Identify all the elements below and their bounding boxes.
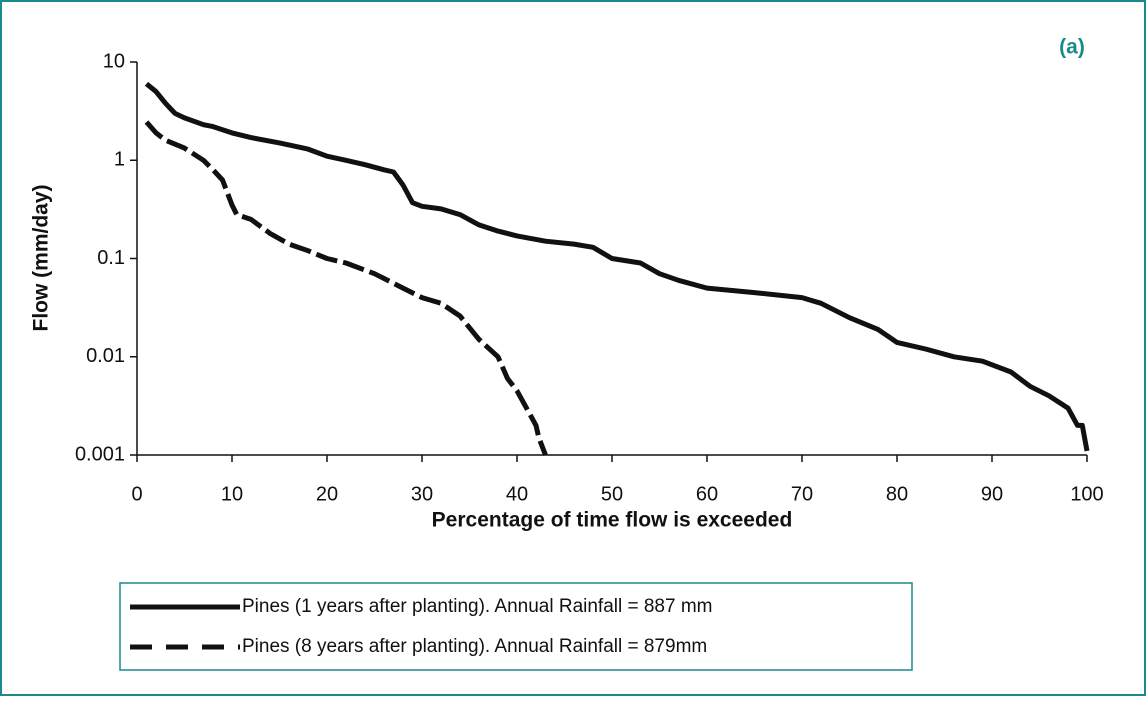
y-tick-label: 0.01 [86, 345, 125, 367]
annotation: (a) [1059, 36, 1085, 59]
x-tick-label: 10 [221, 483, 243, 505]
y-tick-label: 0.1 [97, 247, 125, 269]
x-tick-label: 30 [411, 483, 433, 505]
legend-label: Pines (1 years after planting). Annual R… [242, 596, 713, 617]
x-tick-label: 70 [791, 483, 813, 505]
x-tick-label: 90 [981, 483, 1003, 505]
x-tick-label: 20 [316, 483, 338, 505]
x-tick-label: 50 [601, 483, 623, 505]
x-tick-label: 80 [886, 483, 908, 505]
x-tick-label: 60 [696, 483, 718, 505]
x-tick-label: 100 [1070, 483, 1103, 505]
series-line [144, 120, 548, 456]
legend-box [119, 582, 913, 671]
x-axis-label: Percentage of time flow is exceeded [432, 509, 793, 532]
series-line [144, 81, 1090, 452]
x-tick-label: 40 [506, 483, 528, 505]
y-tick-label: 10 [103, 50, 125, 72]
y-tick-label: 1 [114, 149, 125, 171]
legend-label: Pines (8 years after planting). Annual R… [242, 636, 707, 657]
y-tick-label: 0.001 [75, 443, 125, 465]
y-axis-label: Flow (mm/day) [30, 184, 53, 331]
x-tick-label: 0 [131, 483, 142, 505]
